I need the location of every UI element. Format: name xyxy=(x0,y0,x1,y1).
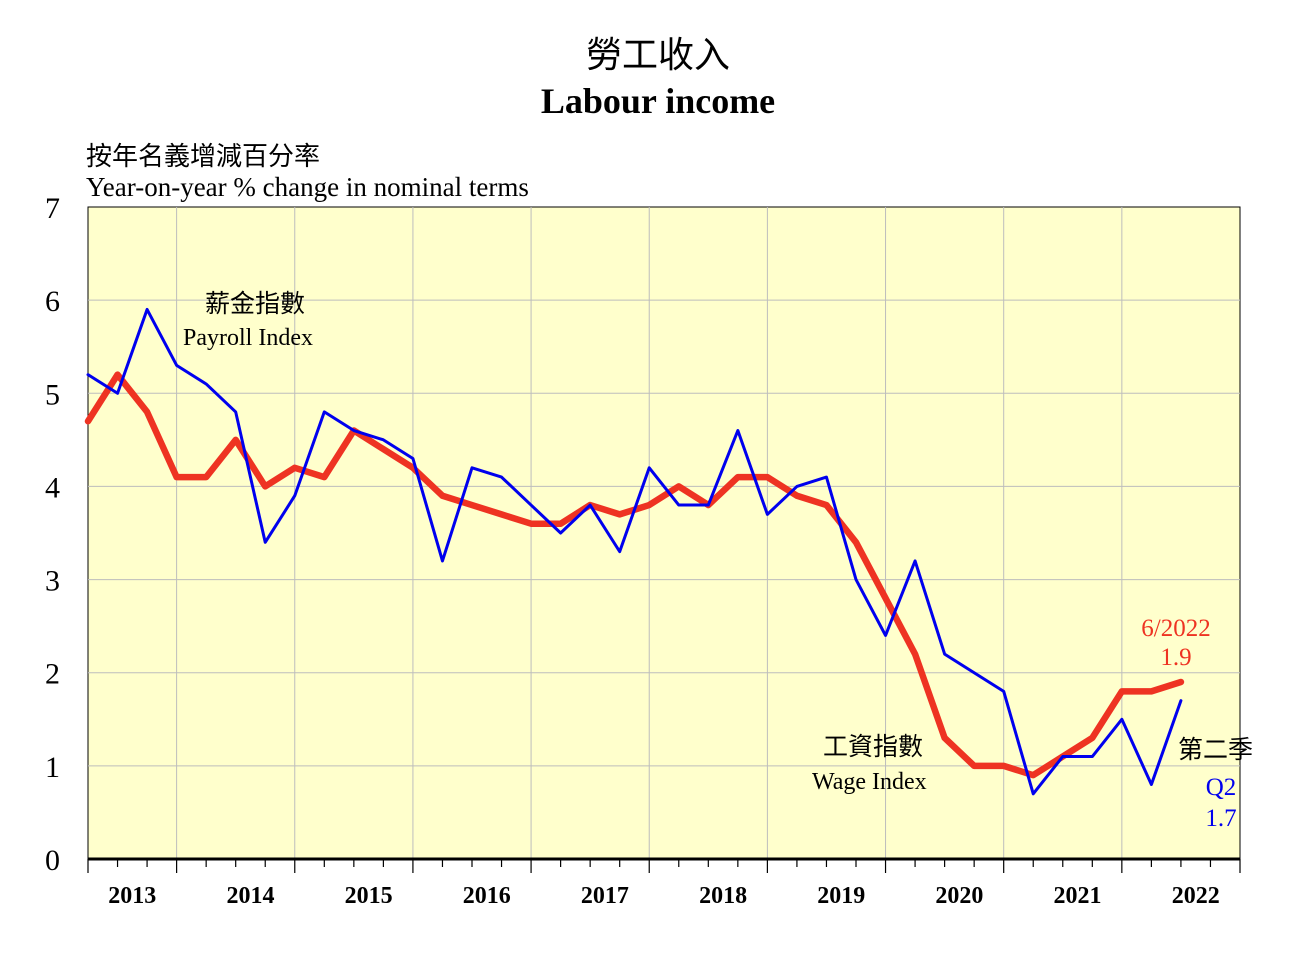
x-tick-label: 2014 xyxy=(226,883,274,909)
series-lines xyxy=(84,307,1185,796)
chart-title-chinese: 勞工收入 xyxy=(585,35,730,76)
payroll-index-label: Payroll Index xyxy=(183,325,313,351)
x-tick-label: 2021 xyxy=(1054,883,1102,909)
wage-last-value-label: 1.9 xyxy=(1160,644,1191,671)
x-tick-label: 2013 xyxy=(108,883,156,909)
y-tick-label: 6 xyxy=(45,285,60,318)
plot-area xyxy=(87,206,1241,860)
y-tick-label: 5 xyxy=(45,378,60,411)
y-tick-label: 4 xyxy=(45,471,60,504)
x-tick-label: 2022 xyxy=(1172,883,1220,909)
wage-index-label: Wage Index xyxy=(812,769,927,795)
payroll-last-period-label: Q2 xyxy=(1206,774,1237,801)
x-tick-label: 2020 xyxy=(935,883,983,909)
y-axis-ticks: 0 1 2 3 4 5 6 7 xyxy=(45,192,60,877)
wage-index-label-chinese: 工資指數 xyxy=(823,732,923,761)
y-axis-label-chinese: 按年名義增減百分率 xyxy=(86,142,321,172)
x-tick-label: 2018 xyxy=(699,883,747,909)
gridlines xyxy=(88,207,1240,859)
x-tick-label: 2017 xyxy=(581,883,629,909)
x-axis: 2013 2014 2015 2016 2017 2018 2019 2020 2021 2022 xyxy=(87,857,1241,909)
payroll-last-quarter-label-chinese: 第二季 xyxy=(1178,735,1253,764)
y-tick-label: 1 xyxy=(45,751,60,784)
payroll-index-line xyxy=(86,307,1183,796)
wage-last-period-label: 6/2022 xyxy=(1141,615,1210,642)
chart-title: Labour income xyxy=(540,81,776,121)
payroll-last-value-label: 1.7 xyxy=(1205,805,1236,832)
payroll-index-label-chinese: 薪金指數 xyxy=(205,289,305,318)
x-tick-label: 2015 xyxy=(345,883,393,909)
y-axis-label: Year-on-year % change in nominal terms xyxy=(86,172,529,202)
y-tick-label: 3 xyxy=(45,565,60,598)
y-tick-label: 7 xyxy=(45,192,60,225)
y-tick-label: 2 xyxy=(45,658,60,691)
x-tick-label: 2016 xyxy=(463,883,511,909)
x-tick-label: 2019 xyxy=(817,883,865,909)
y-tick-label: 0 xyxy=(45,844,60,877)
